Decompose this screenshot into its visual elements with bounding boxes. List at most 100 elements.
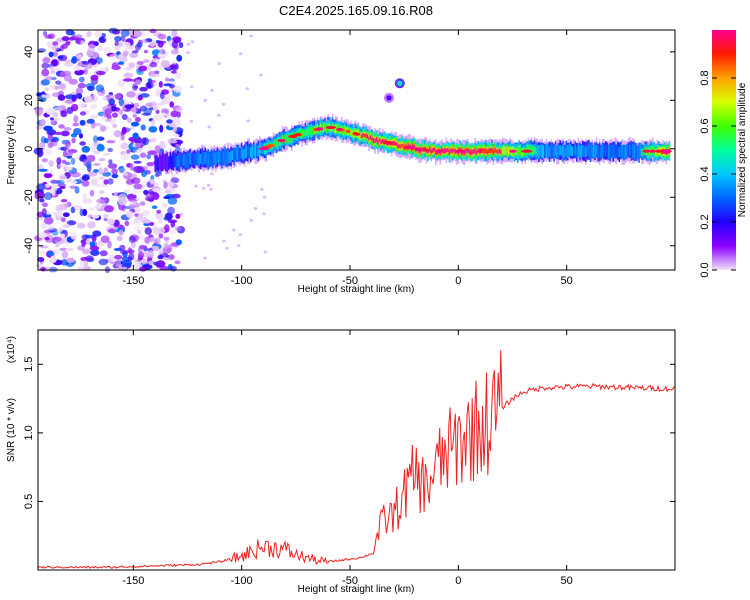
y-tick-label: 20 <box>23 94 35 106</box>
ridge-segment <box>607 145 610 159</box>
noise-blob <box>167 197 178 205</box>
ridge-segment <box>548 146 551 157</box>
noise-blob <box>148 80 156 83</box>
noise-blob <box>76 40 81 45</box>
spectrogram-panel: -150 -100 -50 0 50 -40 -20 0 20 40 Height of str… <box>6 27 676 295</box>
ridge-segment <box>201 151 203 164</box>
noise-blob <box>93 135 98 143</box>
colorbar-tick-label: 0.6 <box>699 118 711 133</box>
noise-blob <box>48 160 54 167</box>
noise-blob <box>95 84 105 92</box>
noise-blob <box>76 54 83 59</box>
ridge-segment <box>577 143 580 157</box>
noise-blob <box>69 185 77 189</box>
noise-blob <box>113 191 118 196</box>
ridge-hotspot <box>277 139 286 143</box>
noise-blob <box>82 61 90 65</box>
noise-blob <box>221 102 226 106</box>
noise-blob <box>52 41 59 46</box>
ridge-segment <box>589 146 592 159</box>
noise-blob <box>59 71 66 78</box>
ridge-segment <box>178 155 181 169</box>
noise-blob <box>134 207 141 213</box>
noise-blob <box>75 87 83 95</box>
noise-blob <box>56 157 62 165</box>
ridge-hotspot <box>288 134 298 139</box>
noise-blob <box>87 214 94 218</box>
snr-panel: -150 -100 -50 0 50 0.5 1.0 1.5 Height of strai… <box>6 329 676 595</box>
noise-blob <box>109 254 115 261</box>
ridge-segment <box>199 153 202 164</box>
noise-blob <box>66 155 73 159</box>
noise-blob <box>123 189 131 194</box>
noise-blob <box>90 176 100 184</box>
noise-blob <box>70 206 76 214</box>
noise-blob <box>132 132 139 140</box>
ridge-segment <box>471 149 473 155</box>
ridge-segment <box>187 154 190 166</box>
noise-blob <box>102 152 111 156</box>
spectrogram-y-ticks: -40 -20 0 20 40 <box>23 46 675 254</box>
ridge-segment <box>369 135 372 140</box>
noise-blob <box>154 145 161 153</box>
ridge-hotspot <box>455 149 465 153</box>
ridge-segment <box>451 149 454 154</box>
noise-blob <box>260 187 264 191</box>
noise-blob <box>163 181 168 189</box>
noise-blob <box>262 195 267 199</box>
noise-blob <box>114 40 119 46</box>
noise-blob <box>95 203 102 210</box>
noise-blob <box>52 112 59 118</box>
ridge-segment <box>539 145 542 157</box>
noise-blob <box>155 260 166 268</box>
noise-blob <box>103 167 108 173</box>
noise-blob <box>92 123 103 127</box>
ridge-segment <box>225 152 228 164</box>
snr-series <box>37 350 676 569</box>
noise-blob <box>97 45 103 52</box>
noise-blob <box>68 78 78 85</box>
noise-blob <box>127 198 138 202</box>
noise-blob <box>190 40 195 44</box>
noise-blob <box>57 55 64 60</box>
noise-blob <box>39 198 45 203</box>
ridge-segment <box>609 145 611 159</box>
ridge-segment <box>181 155 184 168</box>
ridge-segment <box>638 147 640 159</box>
ridge-segment <box>557 144 560 158</box>
noise-blob <box>95 183 105 188</box>
ridge-segment <box>163 154 166 170</box>
noise-blob <box>175 213 181 219</box>
noise-blob <box>38 192 45 198</box>
ridge-segment <box>601 143 604 158</box>
ridge-segment <box>606 144 608 158</box>
ridge-segment <box>562 144 564 159</box>
snr-plot-area <box>38 330 675 570</box>
noise-blob <box>168 140 178 144</box>
noise-blob <box>113 247 123 252</box>
ridge-segment <box>504 146 507 155</box>
noise-blob <box>128 62 136 68</box>
noise-blob <box>147 150 158 156</box>
noise-blob <box>35 216 44 220</box>
noise-blob <box>43 125 53 132</box>
ridge-segment <box>366 134 369 139</box>
ridge-segment <box>180 154 182 166</box>
noise-blob <box>135 142 141 148</box>
noise-blob <box>79 119 86 126</box>
noise-blob <box>173 85 183 93</box>
noise-blob <box>97 243 107 247</box>
ridge-hotspot <box>345 129 351 133</box>
noise-blob <box>43 216 54 225</box>
ridge-segment <box>172 155 175 166</box>
noise-blob <box>86 118 95 124</box>
noise-blob <box>232 228 236 232</box>
ridge-segment <box>368 136 370 141</box>
noise-blob <box>89 245 100 251</box>
noise-blob <box>56 211 63 217</box>
noise-blob <box>47 251 54 257</box>
noise-blob <box>35 263 42 268</box>
ridge-segment <box>448 149 451 155</box>
ridge-segment <box>184 154 187 168</box>
noise-blob <box>86 31 92 37</box>
